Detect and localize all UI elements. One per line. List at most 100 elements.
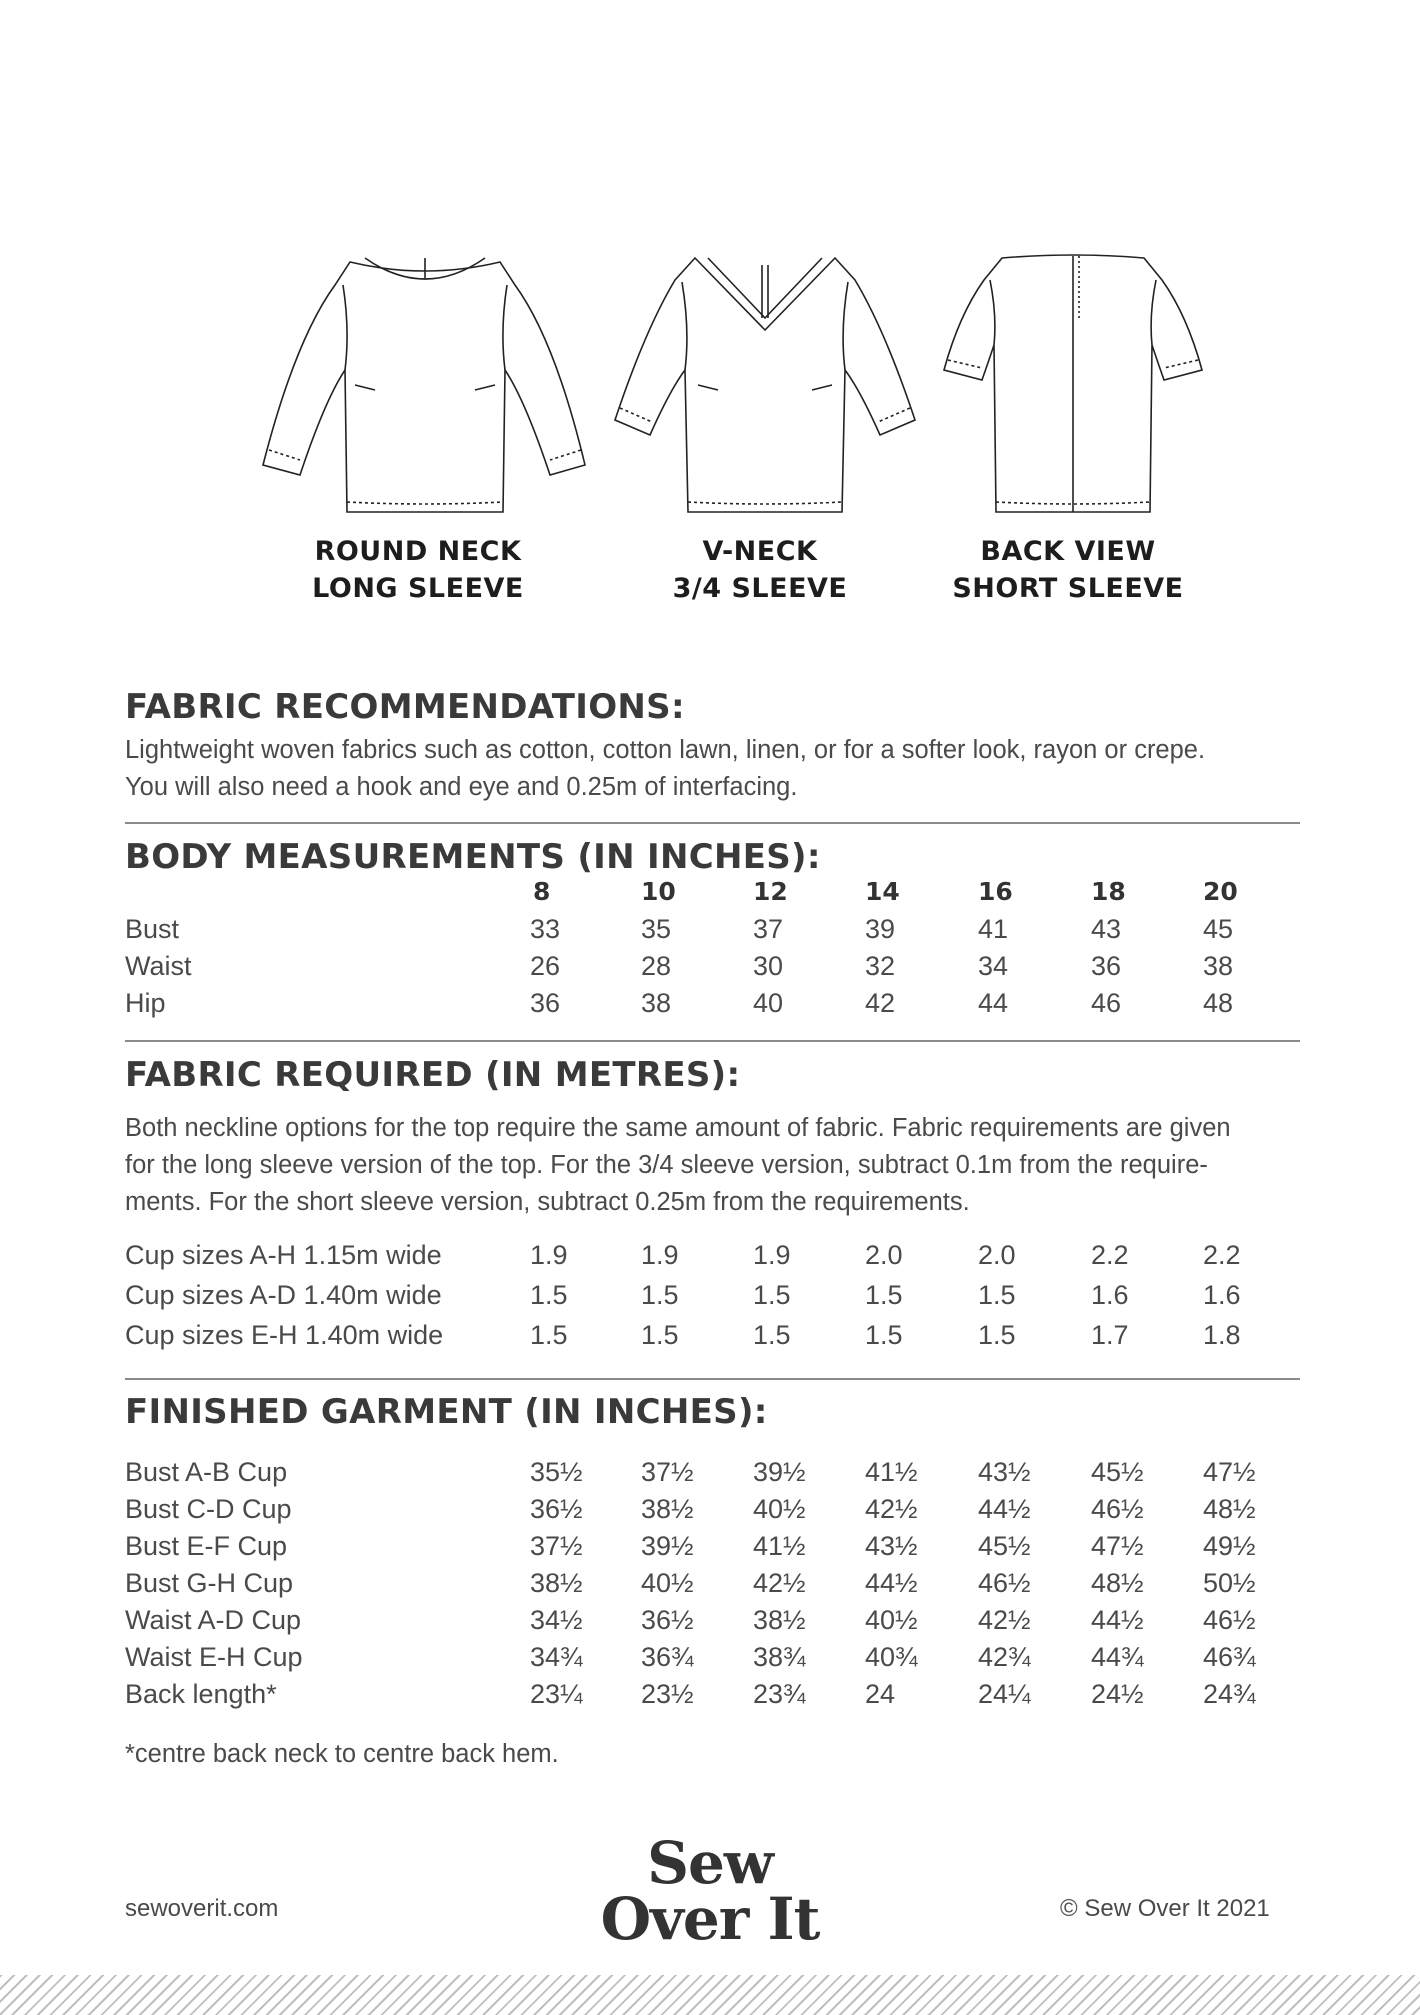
size-header: 18 — [1091, 877, 1126, 906]
table-cell: 26 — [530, 951, 561, 981]
footnote: *centre back neck to centre back hem. — [125, 1740, 559, 1768]
table-row: Bust A-B Cup 35½ 37½ 39½ 41½ 43½ 45½ 47½ — [125, 1457, 1315, 1494]
table-cell: 37½ — [530, 1531, 583, 1561]
table-cell: 1.6 — [1203, 1280, 1241, 1310]
table-cell: 38½ — [753, 1605, 806, 1635]
table-cell: 42½ — [753, 1568, 806, 1598]
table-cell: 33 — [530, 914, 561, 944]
table-cell: 48½ — [1203, 1494, 1256, 1524]
table-cell: 40¾ — [865, 1642, 918, 1672]
table-cell: 42½ — [865, 1494, 918, 1524]
table-cell: 47½ — [1203, 1457, 1256, 1487]
row-label: Waist A-D Cup — [125, 1605, 302, 1635]
table-cell: 46½ — [1203, 1605, 1256, 1635]
table-row: Waist A-D Cup 34½ 36½ 38½ 40½ 42½ 44½ 46… — [125, 1605, 1315, 1642]
table-cell: 1.5 — [865, 1320, 903, 1350]
table-cell: 24¼ — [978, 1679, 1031, 1709]
text-line: for the long sleeve version of the top. … — [125, 1151, 1208, 1179]
table-cell: 49½ — [1203, 1531, 1256, 1561]
table-cell: 1.5 — [530, 1280, 568, 1310]
table-cell: 44½ — [1091, 1605, 1144, 1635]
table-cell: 24 — [865, 1679, 896, 1709]
table-cell: 48 — [1203, 988, 1234, 1018]
table-cell: 38½ — [641, 1494, 694, 1524]
table-cell: 1.5 — [641, 1280, 679, 1310]
row-label: Bust C-D Cup — [125, 1494, 292, 1524]
row-label: Waist — [125, 951, 192, 981]
text-line: You will also need a hook and eye and 0.… — [125, 773, 798, 801]
table-cell: 32 — [865, 951, 896, 981]
size-header: 8 — [533, 877, 551, 906]
table-cell: 38½ — [530, 1568, 583, 1598]
table-cell: 45½ — [1091, 1457, 1144, 1487]
caption-round-neck: ROUND NECK LONG SLEEVE — [268, 533, 568, 607]
caption-back-view: BACK VIEW SHORT SLEEVE — [918, 533, 1218, 607]
table-cell: 37 — [753, 914, 784, 944]
table-cell: 41½ — [865, 1457, 918, 1487]
table-row: Waist 26 28 30 32 34 36 38 — [125, 951, 1315, 988]
table-cell: 38 — [641, 988, 672, 1018]
table-cell: 41 — [978, 914, 1009, 944]
table-cell: 24¾ — [1203, 1679, 1256, 1709]
row-label: Hip — [125, 988, 166, 1018]
size-header: 10 — [641, 877, 676, 906]
table-cell: 1.5 — [865, 1280, 903, 1310]
table-row: Bust C-D Cup 36½ 38½ 40½ 42½ 44½ 46½ 48½ — [125, 1494, 1315, 1531]
size-header: 12 — [753, 877, 788, 906]
table-cell: 2.0 — [865, 1240, 903, 1270]
caption-v-neck: V-NECK 3/4 SLEEVE — [610, 533, 910, 607]
caption-line-1: V-NECK — [702, 536, 818, 567]
copyright: © Sew Over It 2021 — [1060, 1895, 1270, 1922]
row-label: Cup sizes A-D 1.40m wide — [125, 1280, 442, 1310]
table-cell: 40½ — [641, 1568, 694, 1598]
table-cell: 39½ — [641, 1531, 694, 1561]
table-cell: 41½ — [753, 1531, 806, 1561]
size-header: 14 — [865, 877, 900, 906]
website-link[interactable]: sewoverit.com — [125, 1895, 279, 1922]
table-cell: 44½ — [978, 1494, 1031, 1524]
row-label: Waist E-H Cup — [125, 1642, 303, 1672]
table-cell: 2.2 — [1203, 1240, 1241, 1270]
table-cell: 43 — [1091, 914, 1122, 944]
table-cell: 1.5 — [753, 1320, 791, 1350]
table-cell: 34¾ — [530, 1642, 583, 1672]
sew-over-it-logo: Sew Over It — [560, 1829, 860, 1948]
fabric-recommendations-heading: FABRIC RECOMMENDATIONS: — [125, 687, 685, 727]
table-cell: 1.9 — [530, 1240, 568, 1270]
table-cell: 46¾ — [1203, 1642, 1256, 1672]
table-row: Waist E-H Cup 34¾ 36¾ 38¾ 40¾ 42¾ 44¾ 46… — [125, 1642, 1315, 1679]
text-line: Both neckline options for the top requir… — [125, 1114, 1231, 1142]
table-cell: 37½ — [641, 1457, 694, 1487]
table-cell: 48½ — [1091, 1568, 1144, 1598]
table-cell: 36½ — [641, 1605, 694, 1635]
table-cell: 34 — [978, 951, 1009, 981]
table-cell: 2.0 — [978, 1240, 1016, 1270]
finished-garment-heading: FINISHED GARMENT (IN INCHES): — [125, 1392, 768, 1432]
fabric-required-heading: FABRIC REQUIRED (IN METRES): — [125, 1055, 741, 1095]
table-cell: 36 — [530, 988, 561, 1018]
text-line: Lightweight woven fabrics such as cotton… — [125, 736, 1206, 764]
row-label: Cup sizes E-H 1.40m wide — [125, 1320, 444, 1350]
table-cell: 36 — [1091, 951, 1122, 981]
table-cell: 46½ — [1091, 1494, 1144, 1524]
table-cell: 1.9 — [641, 1240, 679, 1270]
table-cell: 1.5 — [641, 1320, 679, 1350]
table-row: Bust 33 35 37 39 41 43 45 — [125, 914, 1315, 951]
table-cell: 30 — [753, 951, 784, 981]
table-cell: 1.9 — [753, 1240, 791, 1270]
divider — [125, 822, 1300, 824]
table-cell: 46½ — [978, 1568, 1031, 1598]
table-cell: 43½ — [865, 1531, 918, 1561]
table-cell: 23¾ — [753, 1679, 806, 1709]
caption-line-2: 3/4 SLEEVE — [672, 573, 848, 604]
footer-stripe-border — [0, 1975, 1420, 2015]
table-cell: 45 — [1203, 914, 1234, 944]
table-cell: 1.8 — [1203, 1320, 1241, 1350]
table-row: Cup sizes A-H 1.15m wide 1.9 1.9 1.9 2.0… — [125, 1240, 1315, 1277]
table-cell: 46 — [1091, 988, 1122, 1018]
table-row: Cup sizes A-D 1.40m wide 1.5 1.5 1.5 1.5… — [125, 1280, 1315, 1317]
table-row: Cup sizes E-H 1.40m wide 1.5 1.5 1.5 1.5… — [125, 1320, 1315, 1357]
v-neck-three-quarter-sleeve-top-sketch — [610, 240, 920, 520]
logo-line-1: Sew — [647, 1829, 774, 1897]
table-cell: 44¾ — [1091, 1642, 1144, 1672]
